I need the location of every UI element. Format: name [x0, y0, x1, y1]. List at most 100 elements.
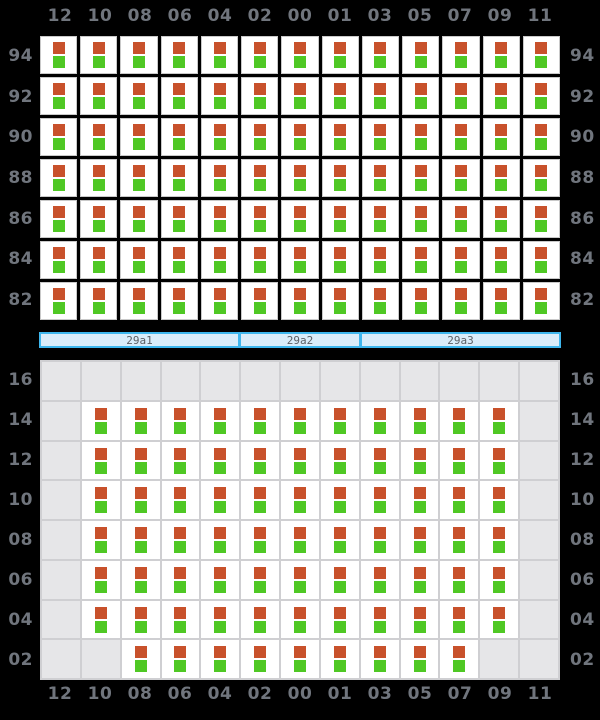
hold-slot-06-05[interactable] — [400, 560, 439, 599]
hold-slot-12-01[interactable] — [320, 441, 359, 480]
deck-slot-92-10[interactable] — [80, 77, 118, 115]
deck-slot-86-12[interactable] — [40, 200, 78, 238]
deck-slot-82-10[interactable] — [80, 282, 118, 320]
hold-slot-12-02[interactable] — [241, 441, 280, 480]
deck-slot-82-12[interactable] — [40, 282, 78, 320]
hold-slot-10-05[interactable] — [400, 481, 439, 519]
hold-slot-08-10[interactable] — [81, 521, 120, 559]
hold-slot-06-06[interactable] — [161, 560, 200, 599]
deck-slot-92-00[interactable] — [281, 77, 319, 115]
deck-slot-90-08[interactable] — [120, 118, 158, 156]
deck-slot-82-05[interactable] — [402, 282, 440, 320]
hold-slot-06-00[interactable] — [281, 560, 319, 599]
hold-slot-14-00[interactable] — [281, 401, 319, 440]
hatch-cover-29a2[interactable]: 29a2 — [237, 334, 359, 347]
hold-slot-12-07[interactable] — [440, 441, 479, 480]
hold-slot-14-03[interactable] — [360, 401, 399, 440]
deck-slot-92-05[interactable] — [402, 77, 440, 115]
hold-slot-08-01[interactable] — [320, 521, 359, 559]
deck-slot-94-01[interactable] — [321, 36, 359, 74]
deck-slot-86-05[interactable] — [402, 200, 440, 238]
hold-slot-12-05[interactable] — [400, 441, 439, 480]
deck-slot-86-10[interactable] — [80, 200, 118, 238]
hold-slot-02-00[interactable] — [281, 640, 319, 678]
deck-slot-86-09[interactable] — [482, 200, 520, 238]
hold-slot-10-04[interactable] — [201, 481, 240, 519]
deck-slot-82-03[interactable] — [361, 282, 400, 320]
deck-slot-90-05[interactable] — [402, 118, 440, 156]
deck-slot-94-10[interactable] — [80, 36, 118, 74]
deck-slot-94-05[interactable] — [402, 36, 440, 74]
deck-slot-82-09[interactable] — [482, 282, 520, 320]
hold-slot-14-02[interactable] — [241, 401, 280, 440]
deck-slot-90-03[interactable] — [361, 118, 400, 156]
hatch-cover-29a3[interactable]: 29a3 — [359, 334, 559, 347]
deck-slot-92-02[interactable] — [241, 77, 279, 115]
deck-slot-88-10[interactable] — [80, 159, 118, 197]
deck-slot-84-10[interactable] — [80, 241, 118, 279]
hold-slot-08-08[interactable] — [121, 521, 160, 559]
hold-slot-04-05[interactable] — [400, 600, 439, 639]
hold-slot-08-03[interactable] — [360, 521, 399, 559]
hold-slot-02-08[interactable] — [121, 640, 160, 678]
deck-slot-92-09[interactable] — [482, 77, 520, 115]
deck-slot-86-01[interactable] — [321, 200, 359, 238]
hold-slot-12-00[interactable] — [281, 441, 319, 480]
hold-slot-10-01[interactable] — [320, 481, 359, 519]
deck-slot-84-12[interactable] — [40, 241, 78, 279]
deck-slot-86-08[interactable] — [120, 200, 158, 238]
deck-slot-86-02[interactable] — [241, 200, 279, 238]
deck-slot-92-06[interactable] — [160, 77, 198, 115]
deck-slot-94-03[interactable] — [361, 36, 400, 74]
deck-slot-94-07[interactable] — [442, 36, 480, 74]
deck-slot-90-04[interactable] — [200, 118, 239, 156]
deck-slot-88-04[interactable] — [200, 159, 239, 197]
deck-slot-88-08[interactable] — [120, 159, 158, 197]
deck-slot-90-11[interactable] — [522, 118, 560, 156]
hold-slot-14-09[interactable] — [480, 401, 519, 440]
deck-slot-94-04[interactable] — [200, 36, 239, 74]
hold-slot-12-08[interactable] — [121, 441, 160, 480]
hold-slot-12-04[interactable] — [201, 441, 240, 480]
deck-slot-88-05[interactable] — [402, 159, 440, 197]
deck-slot-82-00[interactable] — [281, 282, 319, 320]
deck-slot-88-03[interactable] — [361, 159, 400, 197]
deck-slot-84-07[interactable] — [442, 241, 480, 279]
hold-slot-08-04[interactable] — [201, 521, 240, 559]
hold-slot-04-01[interactable] — [320, 600, 359, 639]
deck-slot-90-09[interactable] — [482, 118, 520, 156]
deck-slot-84-03[interactable] — [361, 241, 400, 279]
deck-slot-82-02[interactable] — [241, 282, 279, 320]
hold-slot-04-08[interactable] — [121, 600, 160, 639]
hold-slot-08-09[interactable] — [480, 521, 519, 559]
hold-slot-06-07[interactable] — [440, 560, 479, 599]
hold-slot-06-08[interactable] — [121, 560, 160, 599]
hatch-cover-29a1[interactable]: 29a1 — [126, 333, 153, 347]
deck-slot-82-04[interactable] — [200, 282, 239, 320]
hold-slot-14-10[interactable] — [81, 401, 120, 440]
deck-slot-82-01[interactable] — [321, 282, 359, 320]
hold-slot-14-05[interactable] — [400, 401, 439, 440]
deck-slot-92-12[interactable] — [40, 77, 78, 115]
hold-slot-14-01[interactable] — [320, 401, 359, 440]
hold-slot-10-00[interactable] — [281, 481, 319, 519]
deck-slot-84-09[interactable] — [482, 241, 520, 279]
hold-slot-08-05[interactable] — [400, 521, 439, 559]
deck-slot-84-02[interactable] — [241, 241, 279, 279]
deck-slot-82-08[interactable] — [120, 282, 158, 320]
hold-slot-02-02[interactable] — [241, 640, 280, 678]
hold-slot-04-02[interactable] — [241, 600, 280, 639]
deck-slot-88-12[interactable] — [40, 159, 78, 197]
deck-slot-84-01[interactable] — [321, 241, 359, 279]
deck-slot-88-06[interactable] — [160, 159, 198, 197]
deck-slot-84-08[interactable] — [120, 241, 158, 279]
deck-slot-86-04[interactable] — [200, 200, 239, 238]
hold-slot-10-07[interactable] — [440, 481, 479, 519]
hold-slot-04-09[interactable] — [480, 600, 519, 639]
deck-slot-94-00[interactable] — [281, 36, 319, 74]
hold-slot-06-04[interactable] — [201, 560, 240, 599]
deck-slot-86-03[interactable] — [361, 200, 400, 238]
hold-slot-08-00[interactable] — [281, 521, 319, 559]
hold-slot-08-02[interactable] — [241, 521, 280, 559]
deck-slot-88-02[interactable] — [241, 159, 279, 197]
